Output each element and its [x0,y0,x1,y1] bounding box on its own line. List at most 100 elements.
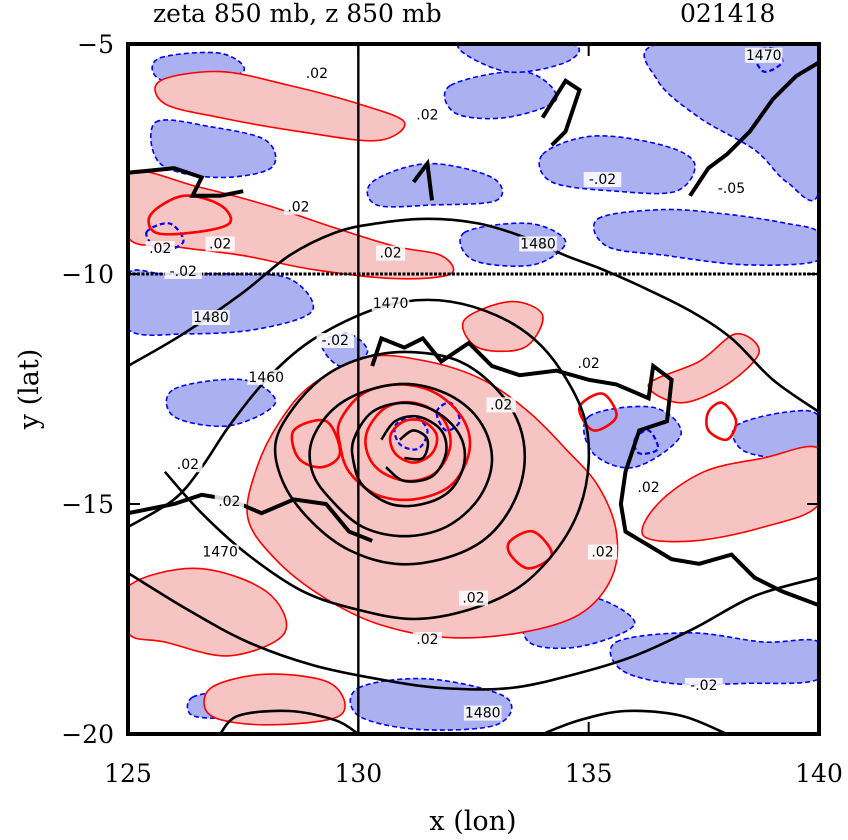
positive-vorticity-line-6 [506,529,554,570]
contour-label-bg-20 [587,544,618,560]
plot-frame [126,42,821,736]
contour-label-8: -.02 [170,264,197,280]
contour-label-bg-9 [519,236,557,252]
contour-label-23: 1480 [465,706,501,722]
positive-vorticity-line-2 [388,418,439,464]
positive-vorticity-region-6 [203,673,346,726]
y-tick-label--10: −10 [61,260,114,289]
contour-label-bg-12 [316,333,355,348]
contour-label-bg-11 [371,296,410,312]
x-tick-label-130: 130 [334,759,382,788]
contour-label-15: .02 [490,397,512,413]
negative-vorticity-region-14 [582,405,682,469]
contour-label-bg-10 [192,310,230,325]
height-contour-unlabeled-4 [350,401,467,508]
positive-vorticity-line-4 [147,194,233,236]
contour-label-4: .02 [287,200,309,216]
contour-label-bg-8 [164,264,203,279]
thick-boundary-2 [128,166,244,198]
contour-label-bg-0 [302,66,332,82]
thick-boundary-lines [128,44,819,734]
contour-label-7: .02 [209,236,231,252]
contour-label-bg-1 [412,107,443,123]
contour-label-5: .02 [379,246,401,262]
thick-boundary-3 [688,60,819,197]
contour-label-3: -.05 [718,181,745,197]
height-contour-unlabeled-6 [399,429,430,461]
contour-label-17: .02 [218,494,240,510]
positive-vorticity-region-4 [647,332,760,404]
thick-boundary-1 [370,335,819,608]
y-tick-label--5: −5 [77,30,114,59]
contour-label-11: 1470 [373,296,409,312]
contour-label-bg-21 [458,590,489,606]
contour-label-0: .02 [306,66,328,82]
contour-label-21: .02 [462,591,484,607]
height-contour-unlabeled-8 [219,709,360,734]
height-contour-1480-7 [128,571,819,691]
contour-label-bg-19 [633,480,664,496]
contour-label-bg-2 [583,172,622,187]
contour-label-bg-25 [744,47,783,63]
negative-vorticity-region-5 [538,134,696,195]
contour-label-bg-15 [486,397,516,413]
height-contour-1460-2 [273,350,527,566]
contour-label-bg-4 [283,199,314,215]
contour-label-10: 1480 [193,310,229,326]
thick-boundary-0 [128,492,373,543]
contour-label-19: .02 [637,480,659,496]
contour-label-22: .02 [416,632,438,648]
x-ticks: 125 130 135 140 [104,44,843,788]
negative-vorticity-region-8 [592,208,819,266]
contour-label-2: -.02 [589,172,616,188]
chart-title: zeta 850 mb, z 850 mb [153,0,442,28]
negative-vorticity-region-6 [643,44,819,202]
y-axis-label: y (lat) [14,349,45,431]
positive-vorticity-region-3 [641,445,819,543]
negative-vorticity-fill [128,44,819,731]
positive-vorticity-region-7 [461,300,544,353]
contour-label-20: .02 [591,545,613,561]
negative-vorticity-region-11 [609,631,819,686]
thick-boundary-4 [540,77,582,147]
y-tick-label--20: −20 [61,720,114,749]
contour-label-bg-6 [145,241,175,256]
x-tick-label-140: 140 [795,759,843,788]
contour-label-bg-14 [574,356,604,371]
contour-label-bg-24 [685,678,723,693]
negative-vorticity-line-4 [753,47,784,73]
height-contour-1480-0 [128,217,819,414]
contour-label-bg-16 [173,457,203,473]
height-contour-unlabeled-9 [542,709,728,734]
contour-label-13: 1460 [248,370,284,386]
contour-label-18: 1470 [202,545,238,561]
contour-label-25: 1470 [746,48,782,64]
contour-label-9: 1480 [520,236,556,252]
x-tick-label-135: 135 [565,759,613,788]
contour-label-6: .02 [149,241,171,257]
positive-vorticity-region-2 [154,70,406,142]
contour-label-bg-17 [214,494,244,509]
contour-label-bg-7 [205,236,235,252]
contour-label-bg-3 [712,181,751,197]
contour-label-16: .02 [177,457,199,473]
contour-label-bg-22 [412,632,443,647]
height-contour-unlabeled-5 [380,414,448,483]
contour-label-bg-13 [247,369,285,385]
x-axis-label: x (lon) [429,806,516,837]
x-tick-label-125: 125 [104,759,152,788]
contour-label-12: -.02 [322,333,349,349]
contour-label-bg-18 [201,544,239,560]
contour-label-14: .02 [578,356,600,372]
contour-label-1: .02 [416,108,438,124]
height-contour-unlabeled-3 [308,382,494,538]
contour-label-bg-23 [463,705,502,721]
positive-vorticity-region-5 [128,567,288,657]
contour-label-bg-5 [375,245,406,261]
negative-vorticity-region-13 [165,378,277,428]
negative-vorticity-region-1 [149,119,277,179]
grid-lines [128,44,819,734]
date-label: 021418 [680,0,775,28]
contour-label-24: -.02 [690,678,717,694]
